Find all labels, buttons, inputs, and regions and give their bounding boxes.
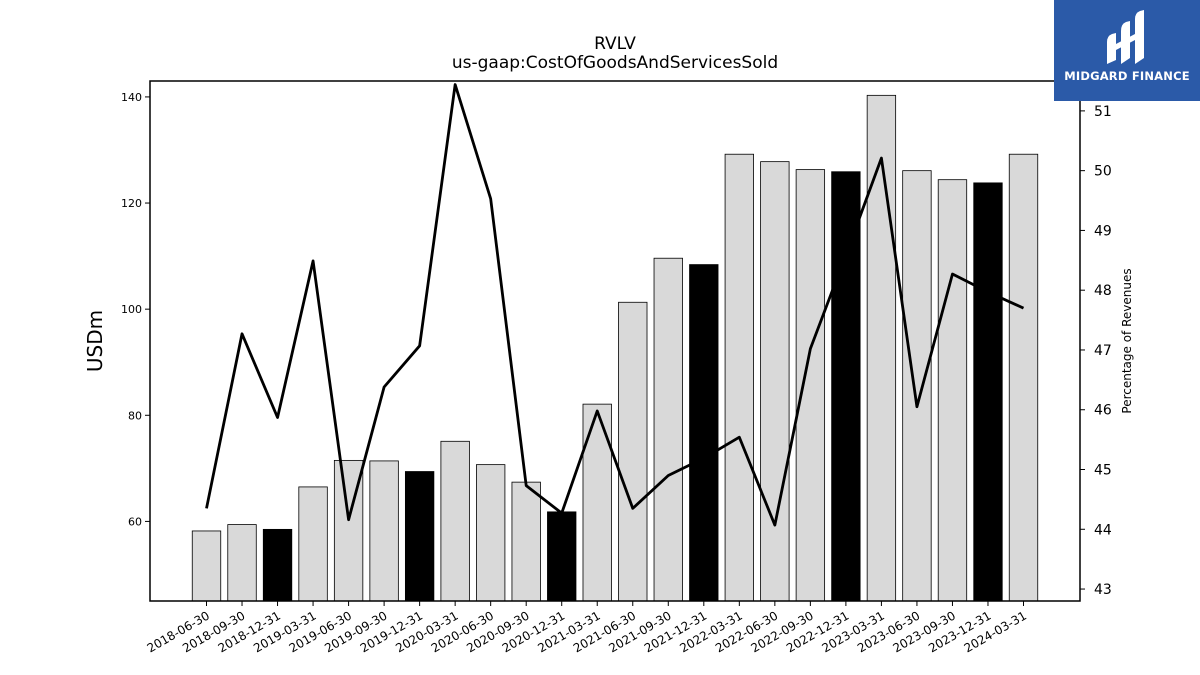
- bar-2022-12-31: [831, 171, 861, 602]
- bar-2021-06-30: [618, 301, 648, 602]
- y-tick-label: 100: [121, 303, 142, 316]
- line-series: [205, 83, 1025, 527]
- bar-2024-03-31: [1008, 153, 1039, 602]
- bar-2020-03-31: [440, 440, 470, 602]
- bar-2023-09-30: [937, 179, 968, 602]
- bar-2018-12-31: [262, 528, 293, 602]
- y-tick-label: 60: [128, 515, 142, 528]
- bar-2021-09-30: [653, 257, 683, 602]
- bar-2019-03-31: [298, 486, 328, 602]
- plot-frame: [149, 80, 1081, 602]
- y2-tick-label: 49: [1094, 223, 1112, 239]
- logo-text: MIDGARD FINANCE: [1064, 69, 1190, 83]
- y2-axis-label: Percentage of Revenues: [1120, 268, 1134, 413]
- y2-tick-label: 43: [1094, 582, 1112, 598]
- y2-tick-label: 48: [1094, 283, 1112, 299]
- percentage-line: [205, 83, 1025, 527]
- bar-2023-03-31: [866, 94, 897, 602]
- bar-2020-12-31: [547, 511, 577, 602]
- y2-tick-label: 47: [1094, 343, 1112, 359]
- bar-2020-09-30: [511, 481, 541, 602]
- y2-tick-label: 44: [1094, 522, 1112, 538]
- bar-2023-12-31: [973, 182, 1003, 602]
- bar-2022-03-31: [724, 153, 754, 602]
- bar-2018-06-30: [191, 530, 222, 602]
- logo: MIDGARD FINANCE: [1054, 0, 1200, 101]
- bar-2021-03-31: [582, 403, 612, 602]
- y2-tick-label: 51: [1094, 104, 1112, 120]
- y2-tick-label: 50: [1094, 164, 1112, 180]
- bar-series: [191, 94, 1039, 602]
- bar-2019-09-30: [369, 460, 399, 602]
- y-tick-label: 120: [121, 197, 142, 210]
- bar-2019-12-31: [404, 471, 435, 602]
- bar-2022-06-30: [760, 161, 790, 602]
- y2-tick-label: 45: [1094, 463, 1112, 479]
- chart-title: RVLV: [594, 34, 636, 54]
- bar-2022-09-30: [795, 169, 826, 602]
- y-tick-label: 80: [128, 409, 142, 422]
- logo-icon: [1107, 10, 1144, 64]
- y-axis-label: USDm: [83, 310, 107, 372]
- chart-subtitle: us-gaap:CostOfGoodsAndServicesSold: [452, 53, 778, 73]
- bar-2023-06-30: [902, 170, 932, 602]
- bar-2018-09-30: [227, 524, 257, 602]
- y-tick-label: 140: [121, 91, 142, 104]
- bar-2020-06-30: [476, 464, 506, 602]
- y2-tick-label: 46: [1094, 403, 1112, 419]
- bar-2021-12-31: [689, 264, 719, 602]
